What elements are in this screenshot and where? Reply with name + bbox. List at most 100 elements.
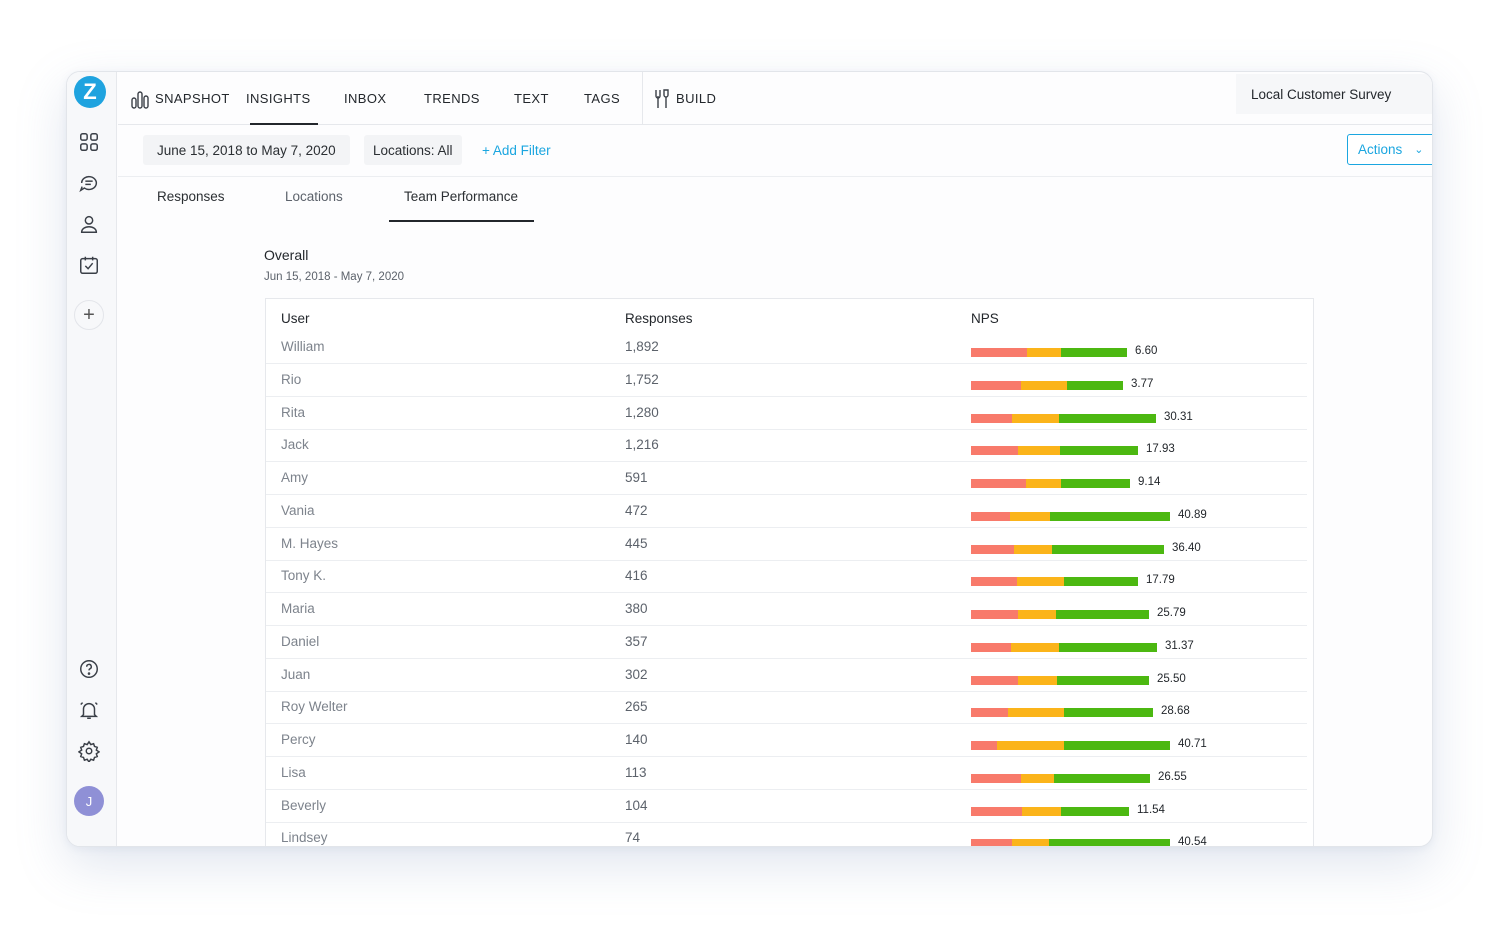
dashboard-icon[interactable] (77, 130, 101, 154)
nps-detractor-segment (971, 446, 1018, 456)
tab-team-performance[interactable]: Team Performance (404, 189, 519, 204)
tab-active-indicator (389, 220, 534, 222)
nav-build-label: BUILD (676, 91, 717, 106)
table-row[interactable]: Juan 302 25.50 (266, 659, 1307, 692)
nps-detractor-segment (971, 610, 1018, 619)
user-icon[interactable] (77, 212, 101, 236)
nps-detractor-segment (971, 839, 1012, 846)
cell-user: Rio (281, 371, 302, 387)
add-filter-link[interactable]: + Add Filter (482, 142, 551, 158)
logo-icon[interactable]: Z (74, 76, 106, 108)
nps-passive-segment (1017, 577, 1064, 587)
nps-passive-segment (1012, 413, 1059, 423)
top-nav: SNAPSHOT INSIGHTS INBOX TRENDS TEXT TAGS… (118, 72, 1432, 125)
nav-active-indicator (250, 123, 318, 125)
chat-icon[interactable] (77, 171, 101, 195)
nps-bar (971, 380, 1123, 390)
nav-trends[interactable]: TRENDS (424, 72, 480, 125)
table-row[interactable]: Lisa 113 26.55 (266, 757, 1307, 790)
cell-user: Beverly (281, 797, 327, 813)
nps-promoter-segment (1052, 544, 1164, 554)
tab-locations[interactable]: Locations (285, 189, 343, 204)
add-button[interactable]: + (74, 300, 104, 330)
locations-filter-label: Locations: All (373, 142, 453, 158)
cell-user: Amy (281, 470, 308, 485)
nps-passive-segment (1018, 610, 1056, 619)
nps-value: 40.71 (1178, 738, 1207, 750)
nps-passive-segment (1018, 446, 1060, 456)
nps-promoter-segment (1061, 479, 1130, 488)
table-row[interactable]: Roy Welter 265 28.68 (266, 691, 1307, 725)
table-row[interactable]: Maria 380 25.79 (266, 593, 1307, 626)
nps-bar (971, 479, 1130, 488)
table-row[interactable]: Amy 591 9.14 (266, 462, 1307, 495)
tab-responses[interactable]: Responses (157, 189, 225, 204)
cell-responses: 74 (625, 830, 641, 846)
nps-detractor-segment (971, 642, 1011, 652)
calendar-check-icon[interactable] (77, 253, 101, 277)
header-user: User (281, 311, 310, 326)
nps-promoter-segment (1064, 741, 1170, 750)
nps-detractor-segment (971, 380, 1021, 390)
table-row[interactable]: Vania 472 40.89 (266, 495, 1307, 528)
nps-promoter-segment (1059, 642, 1157, 652)
cell-user: Vania (281, 502, 315, 518)
nps-detractor-segment (971, 413, 1012, 423)
avatar[interactable]: J (74, 786, 104, 816)
nps-detractor-segment (971, 348, 1027, 357)
settings-icon[interactable] (77, 739, 101, 763)
actions-button[interactable]: Actions ⌄ (1347, 134, 1432, 165)
table-row[interactable]: Jack 1,216 17.93 (266, 429, 1307, 463)
locations-filter[interactable]: Locations: All (364, 135, 462, 165)
nav-text[interactable]: TEXT (514, 72, 549, 125)
nav-snapshot[interactable]: SNAPSHOT (131, 72, 230, 125)
cell-user: Lisa (281, 764, 306, 780)
nps-bar (971, 675, 1149, 685)
nps-value: 9.14 (1138, 476, 1161, 488)
table-row[interactable]: Daniel 357 31.37 (266, 626, 1307, 659)
nps-passive-segment (1021, 773, 1054, 783)
nps-detractor-segment (971, 577, 1017, 587)
sidebar: Z + J (67, 72, 117, 846)
nps-promoter-segment (1060, 446, 1138, 456)
table-row[interactable]: Percy 140 40.71 (266, 724, 1307, 757)
date-range-label: June 15, 2018 to May 7, 2020 (157, 142, 336, 158)
date-range-filter[interactable]: June 15, 2018 to May 7, 2020 (143, 135, 350, 165)
nps-promoter-segment (1064, 708, 1153, 718)
cell-responses: 1,752 (625, 371, 659, 387)
nps-value: 6.60 (1135, 345, 1158, 357)
cell-user: Juan (281, 666, 311, 682)
cell-responses: 416 (625, 568, 648, 584)
nav-inbox[interactable]: INBOX (344, 72, 386, 125)
nps-detractor-segment (971, 675, 1018, 685)
nav-insights[interactable]: INSIGHTS (246, 72, 311, 125)
table-row[interactable]: Tony K. 416 17.79 (266, 560, 1307, 594)
nps-bar (971, 577, 1138, 587)
nps-bar (971, 741, 1170, 750)
nps-bar (971, 642, 1157, 652)
nps-bar (971, 413, 1156, 423)
table-row[interactable]: Rio 1,752 3.77 (266, 364, 1307, 397)
cell-user: Tony K. (281, 568, 327, 584)
nps-bar (971, 544, 1164, 554)
nav-build[interactable]: BUILD (652, 72, 716, 125)
help-icon[interactable] (77, 657, 101, 681)
cell-responses: 302 (625, 666, 648, 682)
cell-responses: 591 (625, 470, 648, 485)
table-row[interactable]: William 1,892 6.60 (266, 331, 1307, 364)
table-row[interactable]: M. Hayes 445 36.40 (266, 528, 1307, 561)
bell-icon[interactable] (77, 698, 101, 722)
nav-tags[interactable]: TAGS (584, 72, 620, 125)
nav-snapshot-label: SNAPSHOT (155, 91, 230, 106)
cell-responses: 104 (625, 797, 648, 813)
nps-bar (971, 773, 1150, 783)
nps-detractor-segment (971, 806, 1022, 816)
table-row[interactable]: Lindsey 74 40.54 (266, 822, 1307, 846)
cell-responses: 1,280 (625, 404, 659, 420)
table-row[interactable]: Rita 1,280 30.31 (266, 397, 1307, 430)
table-row[interactable]: Beverly 104 11.54 (266, 790, 1307, 823)
survey-select[interactable]: Local Customer Survey ⌄ (1236, 74, 1432, 114)
nps-passive-segment (1026, 479, 1061, 488)
header-responses: Responses (625, 311, 693, 326)
nps-promoter-segment (1054, 773, 1150, 783)
